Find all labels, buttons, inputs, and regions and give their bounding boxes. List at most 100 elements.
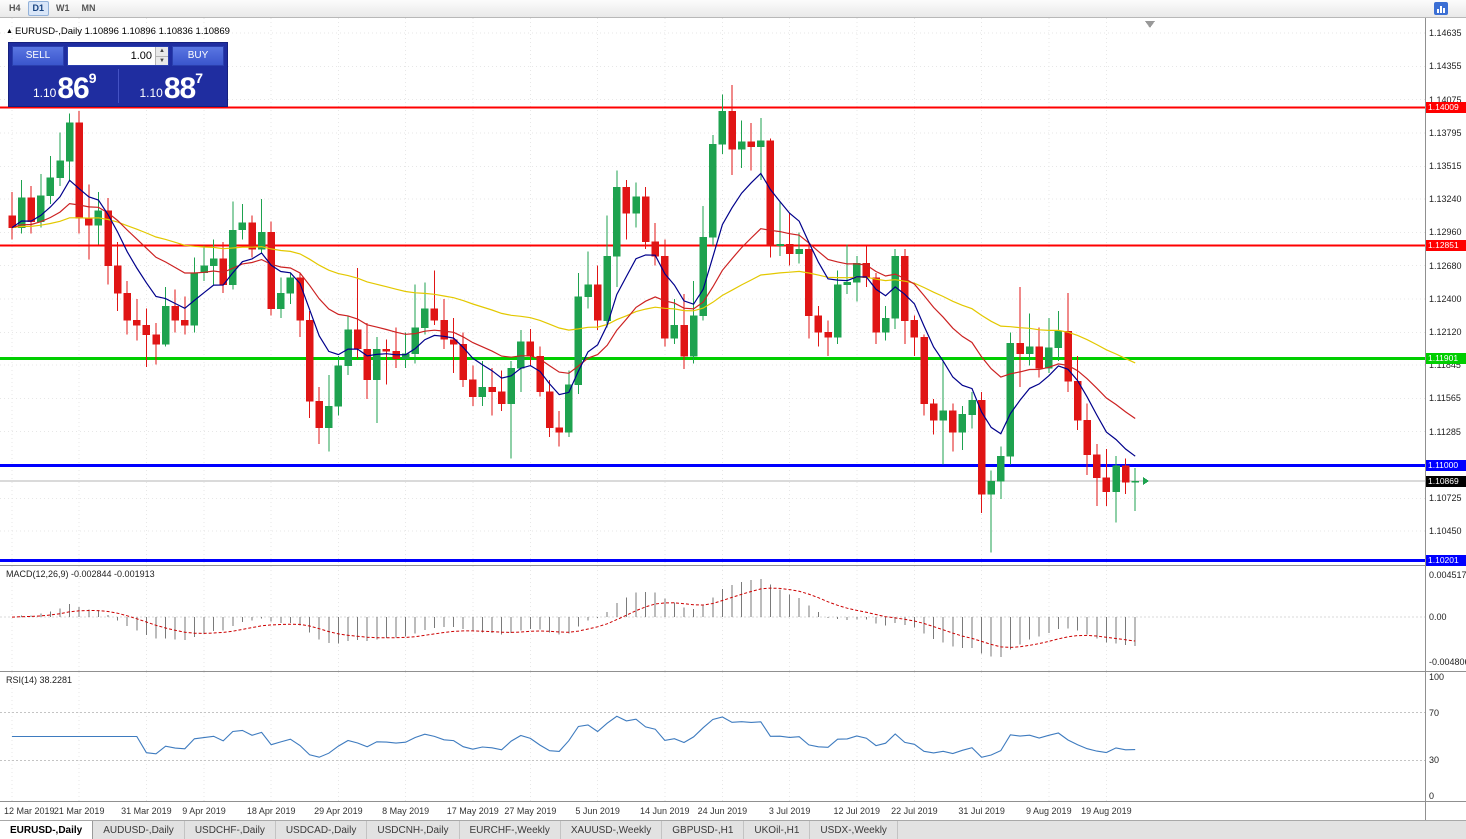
sell-price-prefix: 1.10 [32,86,57,100]
macd-axis[interactable]: 0.004517 0.00 -0.004806 [1425,566,1466,671]
price-tick: 1.12120 [1429,327,1462,337]
date-tick-label: 22 Jul 2019 [891,806,938,816]
sell-price-big: 86 [57,72,89,105]
buy-button[interactable]: BUY [172,46,224,66]
price-tick: 1.12960 [1429,227,1462,237]
collapse-arrow-icon[interactable]: ▲ [6,28,13,35]
sell-price-sup: 9 [88,70,97,86]
price-axis[interactable]: 1.14635 1.14355 1.14075 1.13795 1.13515 1.132… [1425,18,1466,566]
price-tick: 1.12680 [1429,261,1462,271]
chart-title: EURUSD-,Daily 1.10896 1.10896 1.10836 1.… [14,26,230,37]
macd-canvas[interactable]: MACD(12,26,9) -0.002844 -0.001913 [0,566,1425,671]
buy-price[interactable]: 1.10 88 7 [119,69,225,105]
date-tick-label: 14 Jun 2019 [640,806,690,816]
volume-input[interactable] [68,47,155,65]
date-tick-label: 5 Jun 2019 [575,806,620,816]
timeframe-mn[interactable]: MN [77,1,101,16]
macd-signal-line [11,587,1136,648]
bar-icon [1443,8,1445,13]
panel-splitter[interactable] [0,565,1466,566]
panel-splitter[interactable] [0,671,1466,672]
chart-window-icon[interactable] [1434,2,1448,15]
date-axis[interactable]: 12 Mar 2019 21 Mar 2019 31 Mar 2019 9 Apr 2… [0,802,1466,820]
price-line-label: 1.10201 [1426,555,1466,566]
tab-usdx-weekly[interactable]: USDX-,Weekly [810,821,898,839]
price-tick: 1.14075 [1429,95,1462,105]
chart-ohlc-header: ▲ EURUSD-,Daily 1.10896 1.10896 1.10836 1… [6,26,230,37]
timeframe-buttons: H4 D1 W1 MN [4,1,101,16]
date-tick-label: 24 Jun 2019 [697,806,748,816]
rsi-panel: RSI(14) 38.2281 100 70 30 0 [0,672,1466,801]
date-tick-label: 8 May 2019 [382,806,430,816]
price-tick: 1.13515 [1429,161,1462,171]
tab-eurusd-daily[interactable]: EURUSD-,Daily [0,821,94,839]
date-tick-label: 31 Jul 2019 [958,806,1005,816]
date-tick-label: 18 Apr 2019 [246,806,296,816]
rsi-tick: 0 [1429,791,1435,801]
date-tick-label: 17 May 2019 [446,806,499,816]
price-tick: 1.11285 [1429,427,1461,437]
volume-field: ▲ ▼ [67,46,169,66]
sell-price[interactable]: 1.10 86 9 [12,69,118,105]
medium-ma-line [11,202,1136,419]
price-chart-panel: ▲ EURUSD-,Daily 1.10896 1.10896 1.10836 1… [0,18,1466,566]
tab-usdchf-daily[interactable]: USDCHF-,Daily [185,821,276,839]
rsi-tick: 70 [1429,708,1440,718]
slow-ma-line [11,217,1136,364]
date-tick-label: 21 Mar 2019 [53,806,105,816]
fast-ma-line [11,172,1136,457]
price-chart-canvas[interactable]: ▲ EURUSD-,Daily 1.10896 1.10896 1.10836 1… [0,18,1425,565]
price-line-label: 1.11901 [1426,353,1466,364]
volume-decrease-button[interactable]: ▼ [156,56,168,65]
tab-usdcad-daily[interactable]: USDCAD-,Daily [276,821,368,839]
rsi-axis[interactable]: 100 70 30 0 [1425,672,1466,801]
buy-price-sup: 7 [195,70,204,86]
axis-border [1425,802,1426,820]
rsi-tick: 30 [1429,755,1440,765]
volume-spinner: ▲ ▼ [155,47,168,65]
price-line-label: 1.12851 [1426,240,1466,251]
date-tick-label: 12 Jul 2019 [833,806,881,816]
price-tick: 1.13240 [1429,194,1462,204]
price-tick: 1.10725 [1429,493,1462,503]
date-tick-label: 9 Apr 2019 [182,806,226,816]
price-tick: 1.12400 [1429,294,1462,304]
chart-toolbar: H4 D1 W1 MN [0,0,1466,18]
tab-xauusd-weekly[interactable]: XAUUSD-,Weekly [561,821,663,839]
price-direction-arrow [1143,477,1149,485]
tab-ukoil-h1[interactable]: UKOil-,H1 [744,821,811,839]
macd-tick: 0.004517 [1429,570,1466,580]
sell-button[interactable]: SELL [12,46,64,66]
price-tick: 1.10450 [1429,526,1462,536]
price-tick: 1.11565 [1429,393,1461,403]
timeframe-d1[interactable]: D1 [27,1,50,16]
macd-label: MACD(12,26,9) -0.002844 -0.001913 [6,569,155,579]
volume-increase-button[interactable]: ▲ [156,47,168,57]
tab-audusd-daily[interactable]: AUDUSD-,Daily [93,821,185,839]
tab-eurchf-weekly[interactable]: EURCHF-,Weekly [460,821,561,839]
timeframe-h4[interactable]: H4 [4,1,26,16]
tab-usdcnh-daily[interactable]: USDCNH-,Daily [367,821,460,839]
rsi-canvas[interactable]: RSI(14) 38.2281 [0,672,1425,801]
rsi-tick: 100 [1429,672,1445,682]
date-tick-label: 19 Aug 2019 [1081,806,1132,816]
chart-tabs-bar: EURUSD-,Daily AUDUSD-,Daily USDCHF-,Daily U… [0,820,1466,839]
macd-tick: 0.00 [1429,612,1447,622]
bar-icon [1437,9,1439,13]
price-tick: 1.11845 [1429,360,1461,370]
price-line-label: 1.14009 [1426,102,1466,113]
price-line-label: 1.11000 [1426,460,1466,471]
rsi-line [12,715,1136,758]
timeframe-w1[interactable]: W1 [51,1,75,16]
one-click-trading-panel: SELL ▲ ▼ BUY 1.10 86 9 [8,42,228,107]
bar-icon [1440,6,1442,13]
price-tick: 1.13795 [1429,128,1462,138]
chart-shift-marker [1145,21,1155,28]
current-price-label: 1.10869 [1426,476,1466,487]
tab-gbpusd-h1[interactable]: GBPUSD-,H1 [662,821,745,839]
panel-splitter[interactable] [0,801,1466,802]
buy-price-big: 88 [163,72,196,105]
date-tick-label: 31 Mar 2019 [121,806,172,816]
rsi-label: RSI(14) 38.2281 [6,675,73,685]
